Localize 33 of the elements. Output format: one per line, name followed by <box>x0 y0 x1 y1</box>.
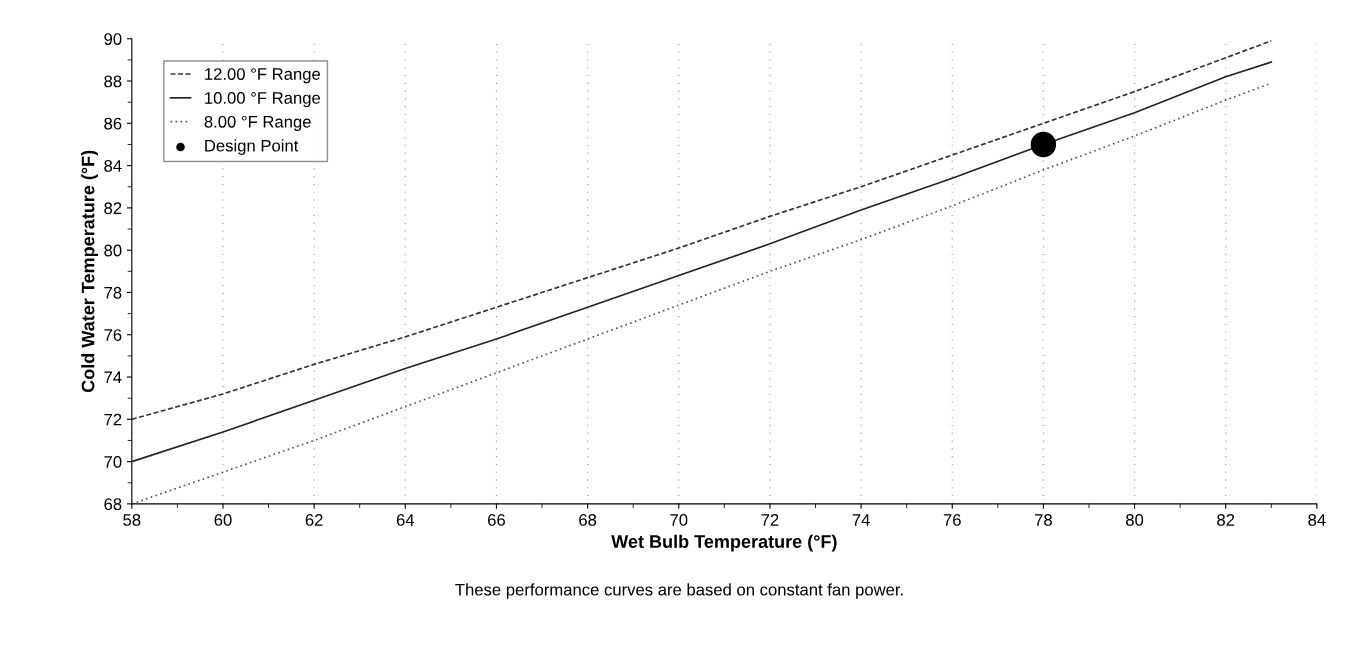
x-tick-label: 74 <box>852 514 870 526</box>
y-axis-title: Cold Water Temperature (°F) <box>81 150 99 393</box>
x-tick-label: 84 <box>1308 514 1326 526</box>
x-tick-label: 82 <box>1217 514 1235 526</box>
x-tick-label: 78 <box>1034 514 1052 526</box>
x-tick-label: 58 <box>123 514 141 526</box>
y-tick-label: 68 <box>104 498 122 511</box>
legend-label: 10.00 °F Range <box>205 92 321 108</box>
y-tick-label: 72 <box>104 413 122 426</box>
y-tick-label: 90 <box>104 33 122 45</box>
y-tick-label: 80 <box>104 244 122 257</box>
y-tick-label: 74 <box>104 371 122 384</box>
x-tick-label: 62 <box>305 514 323 526</box>
x-tick-label: 68 <box>579 514 597 526</box>
x-tick-label: 64 <box>396 514 415 526</box>
text: These performance curves are based on constant fan power. <box>455 583 903 599</box>
legend-label: 12.00 °F Range <box>205 68 321 84</box>
x-tick-label: 80 <box>1126 514 1144 526</box>
y-tick-label: 82 <box>104 202 122 215</box>
x-tick-label: 72 <box>761 514 779 526</box>
y-tick-label: 78 <box>104 286 122 299</box>
x-tick-label: 70 <box>670 514 688 526</box>
y-tick-label: 84 <box>104 160 122 172</box>
legend-label: Design Point <box>205 139 299 155</box>
x-tick-label: 66 <box>488 514 505 526</box>
legend-label: 8.00 °F Range <box>204 115 311 131</box>
y-tick-label: 88 <box>104 75 122 88</box>
x-tick-label: 76 <box>943 514 961 526</box>
x-tick-label: 60 <box>214 514 232 526</box>
y-tick-label: 70 <box>104 456 122 468</box>
x-axis-title: Wet Bulb Temperature (°F) <box>611 534 837 552</box>
y-tick-label: 76 <box>104 329 122 341</box>
y-tick-label: 86 <box>104 117 122 130</box>
